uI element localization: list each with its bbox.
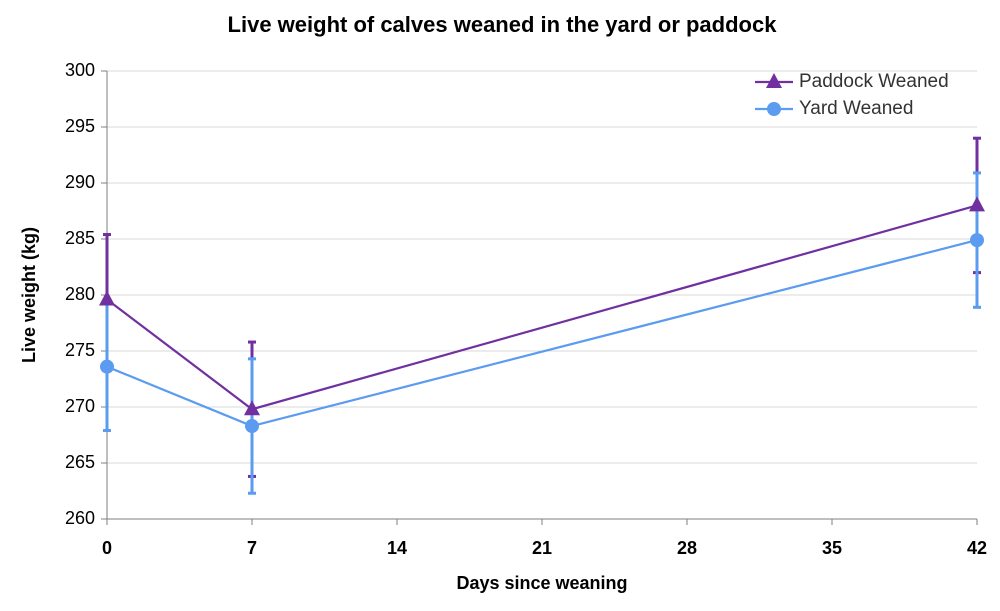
x-tick-label: 35 [822, 538, 842, 558]
legend-marker [767, 102, 781, 116]
y-axis-title: Live weight (kg) [19, 227, 39, 363]
x-tick-label: 0 [102, 538, 112, 558]
x-tick-label: 21 [532, 538, 552, 558]
x-tick-label: 7 [247, 538, 257, 558]
marker [969, 196, 985, 212]
marker [245, 419, 259, 434]
marker [244, 400, 260, 416]
y-tick-label: 300 [65, 60, 95, 80]
y-tick-label: 260 [65, 508, 95, 528]
legend-label: Yard Weaned [799, 98, 913, 119]
series-line [106, 204, 978, 411]
legend-label: Paddock Weaned [799, 71, 949, 92]
x-tick-label: 28 [677, 538, 697, 558]
y-tick-label: 275 [65, 340, 95, 360]
chart-title: Live weight of calves weaned in the yard… [228, 12, 778, 37]
y-tick-label: 290 [65, 172, 95, 192]
y-tick-label: 280 [65, 284, 95, 304]
y-tick-label: 285 [65, 228, 95, 248]
x-axis-title: Days since weaning [456, 573, 627, 593]
marker [100, 359, 114, 374]
y-tick-label: 270 [65, 396, 95, 416]
marker [99, 290, 115, 306]
x-tick-label: 14 [387, 538, 407, 558]
marker [970, 233, 984, 248]
legend-marker [766, 73, 782, 88]
y-tick-label: 295 [65, 116, 95, 136]
y-tick-label: 265 [65, 452, 95, 472]
x-tick-label: 42 [967, 538, 987, 558]
